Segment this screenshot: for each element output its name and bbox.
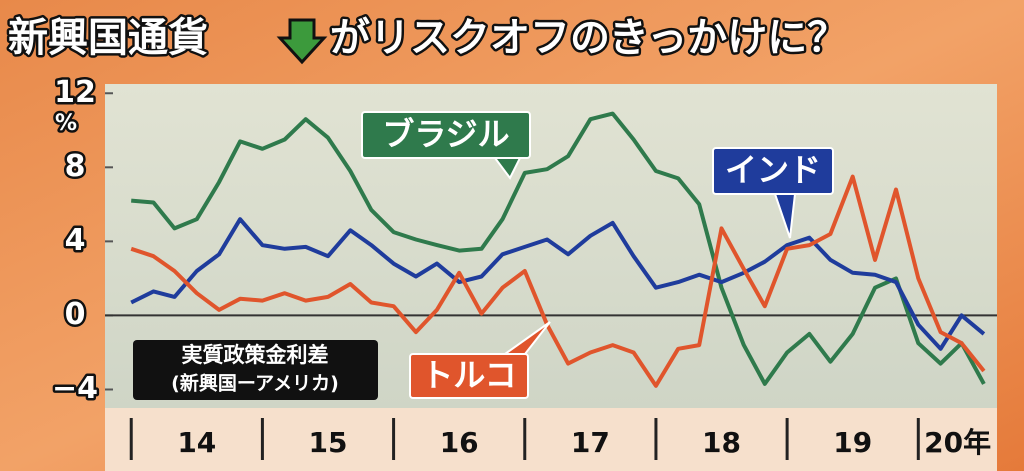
x-tick-label: 20年 [924,426,991,459]
title-part: 新興国通貨 [8,15,208,61]
legend-note: (新興国ーアメリカ) [171,372,339,395]
series-line [130,174,986,388]
label-box [361,111,531,159]
legend-entry: トルコ [421,356,516,394]
x-tick-label: 15 [309,426,348,459]
y-tick-label: −4 [52,371,98,406]
y-tick-label: 8 [65,149,86,184]
title-part: がリスクオフのきっかけに？ [330,15,847,61]
x-tick-label: 16 [440,426,479,459]
y-tick-label: 4 [65,223,86,258]
x-tick-label: 14 [177,426,216,459]
x-tick-label: 19 [833,426,872,459]
y-unit: % [55,111,77,136]
series-line [131,111,986,386]
legend-entry: ブラジル [382,115,509,153]
x-axis-band [105,408,997,471]
legend-note: 実質政策金利差 [182,343,329,367]
label-box [712,147,834,195]
series-line [130,217,986,351]
plot: 12 8 4 0 −4 14 15 16 17 18 19 20年 [49,72,997,460]
y-tick-label: 0 [65,297,86,332]
label-box [409,353,529,399]
y-tick-label: 12 [54,75,96,110]
x-tick-label: 18 [702,426,741,459]
x-tick-label: 17 [571,426,610,459]
legend-note-box [133,340,378,400]
down-arrow-icon [276,18,328,65]
legend-entry: インド [725,151,821,189]
